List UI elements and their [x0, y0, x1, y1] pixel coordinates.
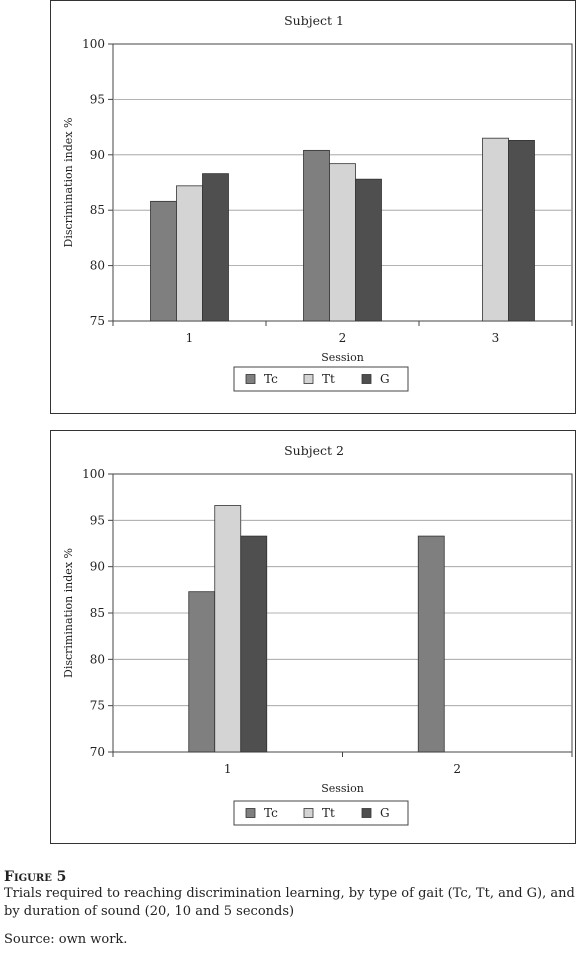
y-tick-label: 85: [90, 203, 105, 217]
legend: Tc Tt G: [233, 366, 409, 392]
y-tick-label: 90: [90, 560, 105, 574]
chart-panel-subject-2: Subject 2 70 75 80 85 90 95 100 Discrimination i…: [50, 430, 576, 844]
figure-label: Figure 5: [4, 869, 67, 885]
bar-tc-session-2: [417, 535, 445, 753]
legend-label-g: G: [380, 372, 390, 386]
y-tick-label: 95: [90, 513, 105, 527]
y-axis-label: Discrimination index %: [62, 548, 75, 678]
y-tick-label: 85: [90, 606, 105, 620]
y-tick-label: 90: [90, 148, 105, 162]
legend-swatch-tc: [245, 374, 256, 384]
y-tick-label: 80: [90, 259, 105, 273]
legend-label-tc: Tc: [264, 372, 278, 386]
legend-swatch-g: [361, 374, 372, 384]
chart-title: Subject 1: [284, 13, 344, 28]
bar-g-session-3: [508, 139, 535, 322]
bar-tt-session-2: [329, 163, 356, 322]
chart-subject-1: Subject 1 75 80 85 90 95 100 Discrimination ind…: [62, 13, 573, 392]
figure-source: Source: own work.: [4, 932, 128, 947]
y-tick-label: 80: [90, 652, 105, 666]
legend-swatch-tt: [303, 808, 314, 818]
bar-tt-session-1: [214, 505, 242, 753]
chart-subject-2: Subject 2 70 75 80 85 90 95 100 Discrimination i…: [62, 443, 573, 826]
bar-tc-session-1: [150, 200, 177, 322]
legend-label-g: G: [380, 806, 390, 820]
chart-panel-subject-1: Subject 1 75 80 85 90 95 100 Discrimination ind…: [50, 0, 576, 414]
y-tick-label: 95: [90, 92, 105, 106]
y-tick-label: 75: [90, 699, 105, 713]
figure-caption: Trials required to reaching discriminati…: [4, 886, 575, 919]
legend-label-tc: Tc: [264, 806, 278, 820]
x-tick-label: 2: [339, 331, 347, 345]
legend-box: [233, 800, 409, 826]
x-axis-label: Session: [321, 782, 364, 795]
y-tick-label: 70: [90, 745, 105, 759]
bar-g-session-1: [240, 535, 268, 753]
x-axis-label: Session: [321, 351, 364, 364]
bar-tt-session-1: [176, 185, 203, 322]
legend-box: [233, 366, 409, 392]
x-tick-label: 1: [224, 762, 232, 776]
y-tick-label: 100: [82, 37, 105, 51]
bar-tc-session-2: [303, 149, 330, 322]
bar-g-session-1: [202, 173, 229, 322]
legend-swatch-tc: [245, 808, 256, 818]
legend-swatch-g: [361, 808, 372, 818]
y-axis-label: Discrimination index %: [62, 118, 75, 248]
y-tick-label: 100: [82, 467, 105, 481]
legend-label-tt: Tt: [322, 806, 335, 820]
bar-tc-session-1: [188, 591, 216, 753]
x-tick-label: 1: [186, 331, 194, 345]
legend-label-tt: Tt: [322, 372, 335, 386]
x-tick-label: 3: [492, 331, 500, 345]
bar-g-session-2: [355, 178, 382, 322]
legend: Tc Tt G: [233, 800, 409, 826]
y-tick-label: 75: [90, 314, 105, 328]
legend-swatch-tt: [303, 374, 314, 384]
x-tick-label: 2: [453, 762, 461, 776]
bar-tt-session-3: [482, 137, 509, 322]
chart-title: Subject 2: [284, 443, 344, 458]
